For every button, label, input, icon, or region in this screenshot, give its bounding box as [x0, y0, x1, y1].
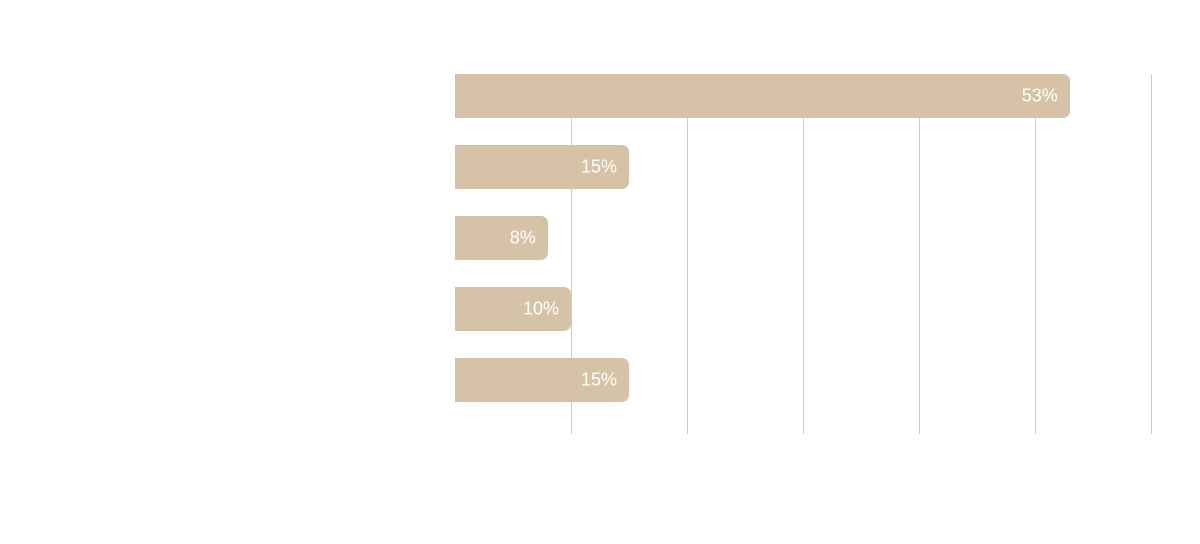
gridline — [1035, 74, 1036, 434]
gridline — [687, 74, 688, 434]
plot-area: 53% 15% 8% 10% 15% — [455, 74, 1151, 434]
horizontal-bar-chart: 53% 15% 8% 10% 15% — [0, 0, 1200, 544]
gridline — [1151, 74, 1152, 434]
gridline — [919, 74, 920, 434]
bar: 15% — [455, 358, 629, 402]
bar-value-label: 8% — [510, 228, 536, 249]
bar-value-label: 10% — [523, 299, 559, 320]
bar-value-label: 15% — [581, 157, 617, 178]
bar: 53% — [455, 74, 1070, 118]
bar-value-label: 15% — [581, 370, 617, 391]
bar-value-label: 53% — [1022, 86, 1058, 107]
gridline — [803, 74, 804, 434]
bar: 15% — [455, 145, 629, 189]
bar: 8% — [455, 216, 548, 260]
bar: 10% — [455, 287, 571, 331]
